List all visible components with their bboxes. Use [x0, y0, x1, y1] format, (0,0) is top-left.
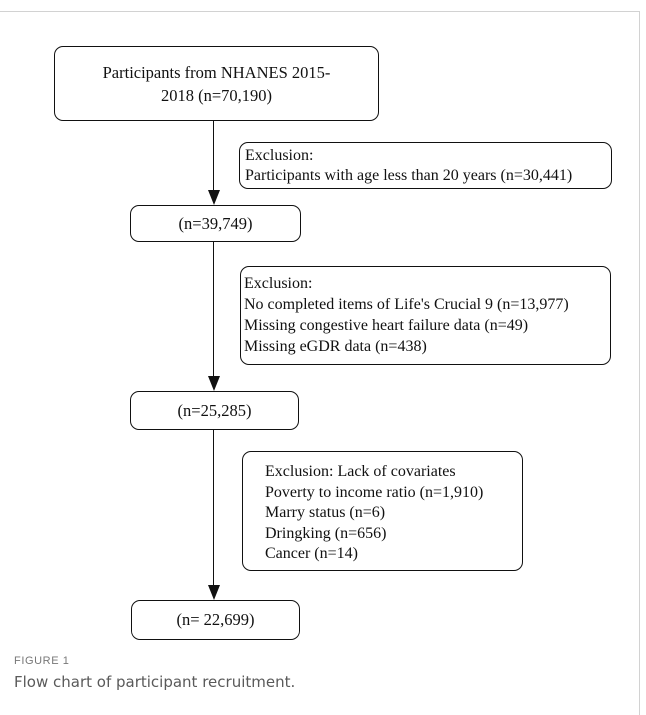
exclusion-2-heading: Exclusion:: [244, 275, 313, 292]
arrow-3-shaft: [213, 430, 215, 587]
exclusion-2-item-2: Missing congestive heart failure data (n…: [244, 317, 529, 334]
final-box: (n= 22,699): [131, 600, 300, 640]
arrow-2-shaft: [213, 242, 215, 378]
arrow-1-shaft: [213, 121, 215, 192]
start-box-text: Participants from NHANES 2015- 2018 (n=7…: [103, 61, 331, 107]
exclusion-box-3: Exclusion: Lack of covariates Poverty to…: [242, 451, 523, 571]
figure-label: FIGURE 1: [14, 655, 70, 667]
exclusion-3-item-3: Dringking (n=656): [265, 524, 387, 542]
start-line-1: Participants from NHANES 2015-: [102, 62, 331, 82]
exclusion-box-1: Exclusion: Participants with age less th…: [239, 142, 612, 189]
figure-panel: [0, 11, 640, 715]
exclusion-box-2: Exclusion: No completed items of Life's …: [240, 266, 611, 365]
start-box: Participants from NHANES 2015- 2018 (n=7…: [54, 46, 379, 121]
arrow-1-head: [208, 190, 220, 205]
exclusion-2-item-1: No completed items of Life's Crucial 9 (…: [244, 296, 569, 313]
arrow-3-head: [208, 585, 220, 600]
figure-caption: Flow chart of participant recruitment.: [14, 673, 296, 691]
exclusion-3-item-1: Poverty to income ratio (n=1,910): [265, 483, 484, 501]
exclusion-3-heading: Exclusion: Lack of covariates: [265, 463, 456, 480]
step-3-box: (n=25,285): [130, 391, 299, 430]
exclusion-3-item-2: Marry status (n=6): [265, 504, 386, 521]
start-line-2: 2018 (n=70,190): [160, 85, 273, 105]
final-count: (n= 22,699): [176, 610, 255, 629]
exclusion-1-item: Participants with age less than 20 years…: [245, 167, 573, 184]
exclusion-2-item-3: Missing eGDR data (n=438): [244, 338, 427, 355]
arrow-2-head: [208, 376, 220, 391]
step-2-count: (n=39,749): [178, 213, 253, 233]
step-2-box: (n=39,749): [130, 205, 301, 242]
step-3-count: (n=25,285): [177, 400, 252, 420]
exclusion-1-heading: Exclusion:: [245, 147, 314, 164]
exclusion-3-item-4: Cancer (n=14): [265, 545, 358, 562]
